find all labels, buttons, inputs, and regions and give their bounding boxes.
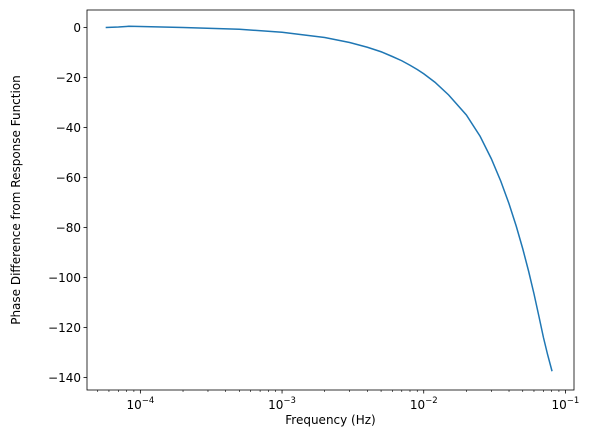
x-tick-label: 10−2 bbox=[410, 396, 438, 412]
x-tick-label: 10−3 bbox=[268, 396, 296, 412]
y-tick-label: −60 bbox=[56, 171, 81, 185]
series-line bbox=[105, 25, 553, 372]
y-tick-label: −80 bbox=[56, 221, 81, 235]
y-tick-label: −40 bbox=[56, 121, 81, 135]
y-tick-label: −20 bbox=[56, 71, 81, 85]
x-tick-label: 10−4 bbox=[126, 396, 154, 412]
y-tick-label: −100 bbox=[48, 271, 81, 285]
y-tick-label: −120 bbox=[48, 321, 81, 335]
y-axis-ticks: 0 −20 −40 −60 −80 −100 −120 −140 bbox=[48, 21, 87, 385]
y-tick-label: −140 bbox=[48, 371, 81, 385]
x-axis-ticks: 10−4 10−3 10−2 10−1 bbox=[97, 390, 579, 412]
y-axis-label: Phase Difference from Response Function bbox=[9, 75, 23, 325]
x-axis-label: Frequency (Hz) bbox=[285, 413, 376, 427]
plot-frame bbox=[86, 9, 575, 391]
y-tick-label: 0 bbox=[73, 21, 81, 35]
x-tick-label: 10−1 bbox=[551, 396, 579, 412]
